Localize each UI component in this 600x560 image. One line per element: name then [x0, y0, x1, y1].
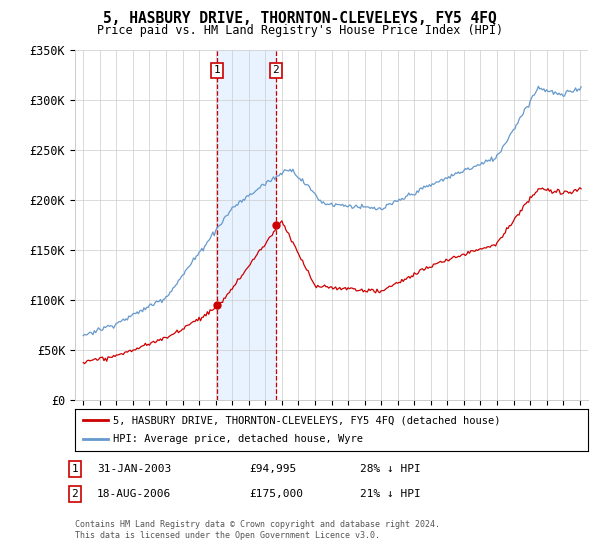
Text: This data is licensed under the Open Government Licence v3.0.: This data is licensed under the Open Gov… — [75, 531, 380, 540]
Text: £94,995: £94,995 — [249, 464, 296, 474]
Text: Contains HM Land Registry data © Crown copyright and database right 2024.: Contains HM Land Registry data © Crown c… — [75, 520, 440, 529]
Text: 31-JAN-2003: 31-JAN-2003 — [97, 464, 172, 474]
Text: 1: 1 — [71, 464, 79, 474]
Text: 2: 2 — [71, 489, 79, 499]
Text: 2: 2 — [272, 66, 279, 76]
Text: 5, HASBURY DRIVE, THORNTON-CLEVELEYS, FY5 4FQ: 5, HASBURY DRIVE, THORNTON-CLEVELEYS, FY… — [103, 11, 497, 26]
Text: 18-AUG-2006: 18-AUG-2006 — [97, 489, 172, 499]
Text: 1: 1 — [214, 66, 220, 76]
Bar — [217, 50, 276, 400]
Text: £175,000: £175,000 — [249, 489, 303, 499]
Text: HPI: Average price, detached house, Wyre: HPI: Average price, detached house, Wyre — [113, 435, 364, 445]
Text: 21% ↓ HPI: 21% ↓ HPI — [360, 489, 421, 499]
Text: 28% ↓ HPI: 28% ↓ HPI — [360, 464, 421, 474]
Text: Price paid vs. HM Land Registry's House Price Index (HPI): Price paid vs. HM Land Registry's House … — [97, 24, 503, 36]
Text: 5, HASBURY DRIVE, THORNTON-CLEVELEYS, FY5 4FQ (detached house): 5, HASBURY DRIVE, THORNTON-CLEVELEYS, FY… — [113, 415, 501, 425]
